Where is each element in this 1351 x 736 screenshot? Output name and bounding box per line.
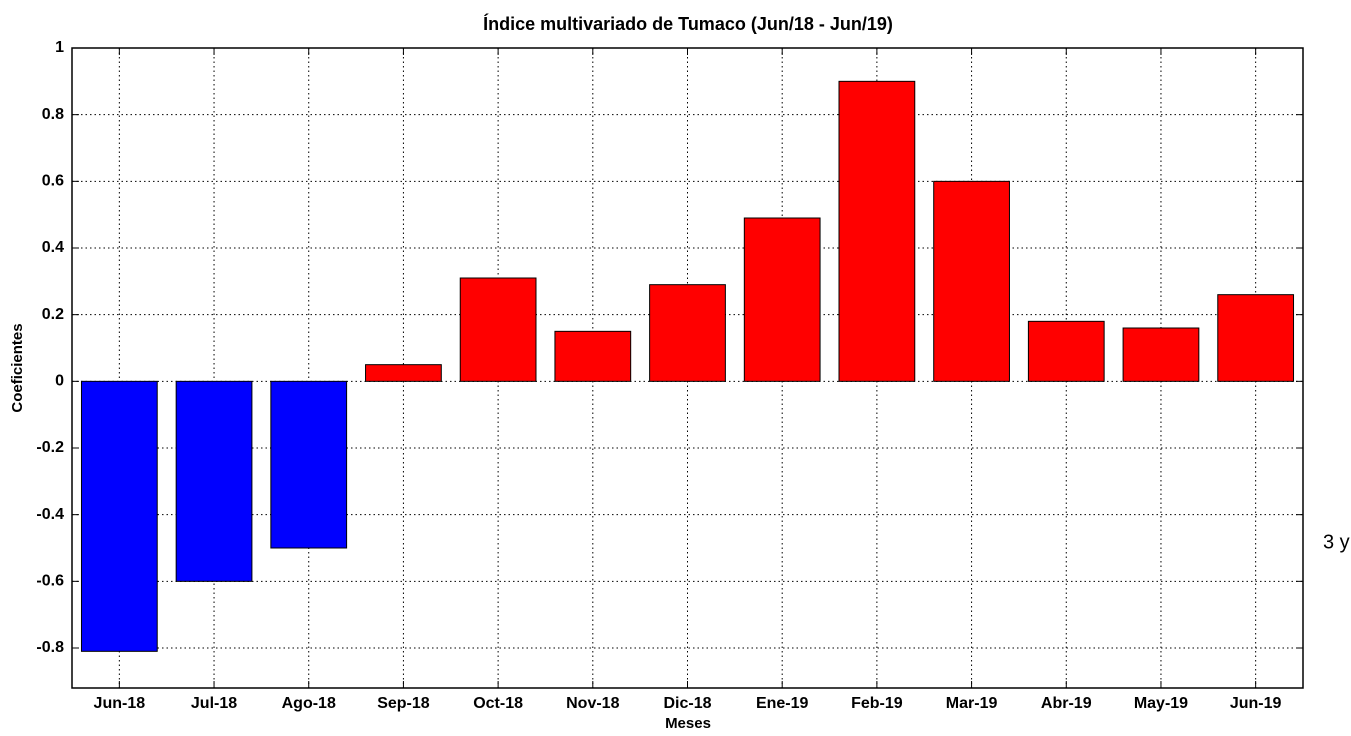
chart-title: Índice multivariado de Tumaco (Jun/18 - … [483,13,893,34]
bar [1217,294,1295,382]
y-tick-label: 0.4 [42,239,64,256]
bar [270,380,348,549]
x-tick-label: Jun-19 [1230,695,1282,712]
x-tick-label: Sep-18 [377,695,430,712]
bar [554,330,632,382]
x-tick-label: Abr-19 [1041,695,1092,712]
y-tick-label: -0.8 [36,639,64,656]
x-tick-label: Oct-18 [473,695,523,712]
bar [1122,327,1200,382]
bar [80,380,158,652]
y-tick-label: 0.6 [42,173,64,190]
bar [838,80,916,382]
y-tick-label: 1 [55,39,64,56]
y-tick-label: -0.2 [36,439,64,456]
y-tick-label: -0.4 [36,506,64,523]
y-axis-label: Coeficientes [9,323,26,412]
bar [175,380,253,582]
x-tick-label: Ene-19 [756,695,809,712]
annotation: 3 y [1323,531,1350,553]
x-tick-label: Mar-19 [946,695,998,712]
bar [1027,320,1105,382]
bar [743,217,821,382]
x-tick-label: Ago-18 [282,695,336,712]
y-tick-label: 0.2 [42,306,64,323]
y-tick-label: 0 [55,373,64,390]
bar [365,364,442,382]
y-tick-label: -0.6 [36,573,64,590]
bar [933,180,1010,382]
x-tick-label: Feb-19 [851,695,903,712]
x-tick-label: Jul-18 [191,695,237,712]
x-axis-label: Meses [665,715,711,731]
x-tick-label: May-19 [1134,695,1188,712]
y-tick-label: 0.8 [42,106,64,123]
x-tick-label: Dic-18 [663,695,711,712]
bar [649,284,726,382]
x-tick-label: Nov-18 [566,695,619,712]
bar [459,277,537,382]
plot-frame [71,47,1304,689]
x-tick-label: Jun-18 [94,695,146,712]
